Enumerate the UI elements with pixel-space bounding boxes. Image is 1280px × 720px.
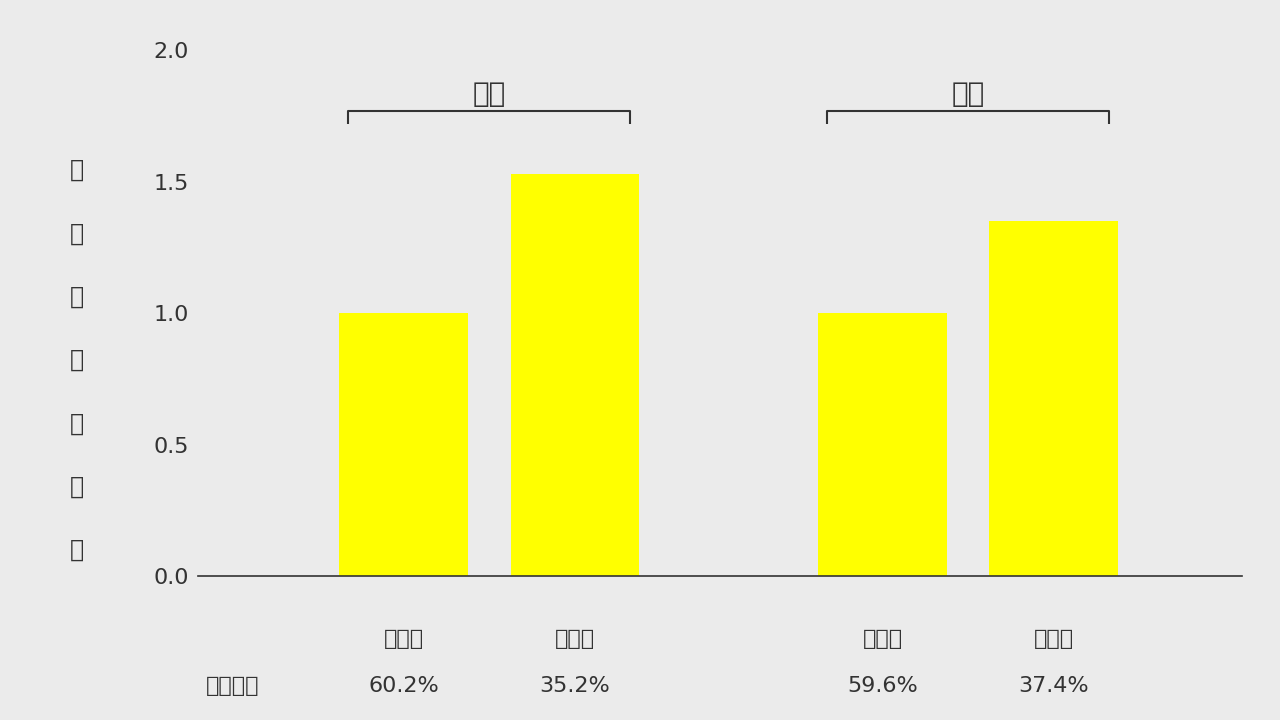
Text: 危: 危 xyxy=(69,348,84,372)
Bar xyxy=(818,313,947,576)
Bar xyxy=(511,174,639,576)
Text: 低糖質: 低糖質 xyxy=(554,629,595,649)
Text: 女性: 女性 xyxy=(951,80,984,108)
Text: 死: 死 xyxy=(69,221,84,246)
Text: 比: 比 xyxy=(69,474,84,499)
Bar xyxy=(339,313,467,576)
Text: 35.2%: 35.2% xyxy=(539,676,611,696)
Text: 率: 率 xyxy=(69,538,84,562)
Text: 60.2%: 60.2% xyxy=(369,676,439,696)
Text: 高糖質: 高糖質 xyxy=(384,629,424,649)
Text: 59.6%: 59.6% xyxy=(847,676,918,696)
Text: 低糖質: 低糖質 xyxy=(1033,629,1074,649)
Text: 炭水化物: 炭水化物 xyxy=(206,676,260,696)
Text: 亡: 亡 xyxy=(69,284,84,309)
Bar xyxy=(989,221,1117,576)
Text: 高糖質: 高糖質 xyxy=(863,629,902,649)
Text: 37.4%: 37.4% xyxy=(1018,676,1089,696)
Text: 全: 全 xyxy=(69,158,84,182)
Text: 険: 険 xyxy=(69,411,84,436)
Text: 男性: 男性 xyxy=(472,80,506,108)
